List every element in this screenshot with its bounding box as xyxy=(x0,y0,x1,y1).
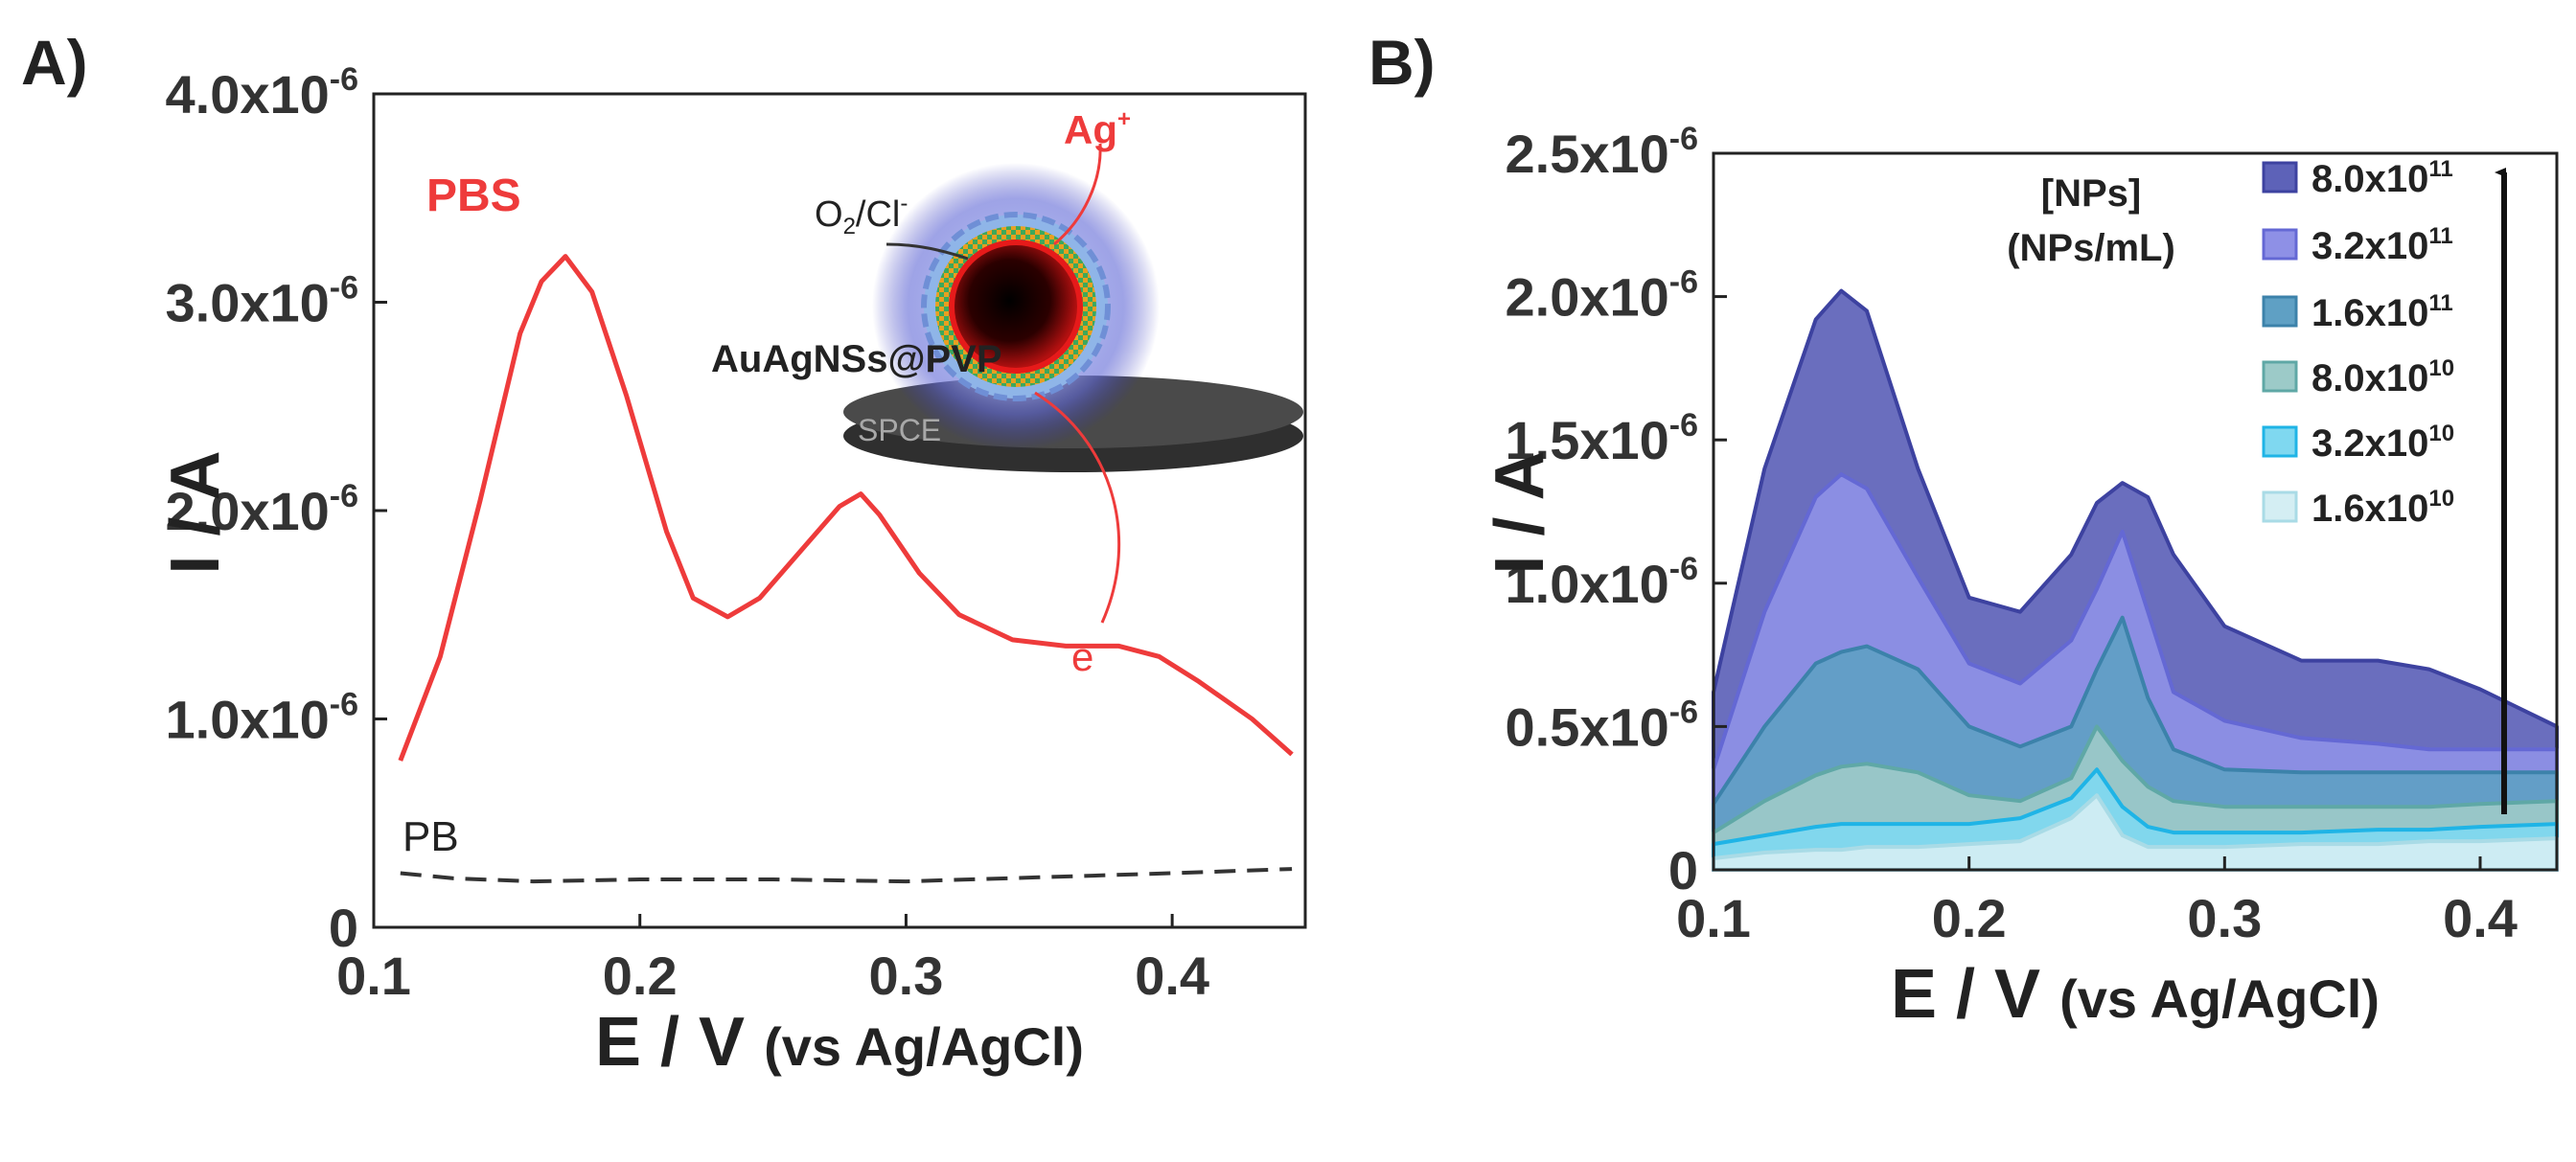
x-tick-label: 0.4 xyxy=(1135,946,1209,1006)
panel-b-y-axis-label: I / A xyxy=(1482,450,1558,574)
legend-swatch xyxy=(2262,161,2298,194)
series-line-pbs xyxy=(398,254,1294,762)
panel-b: B) 0 0.5x10-6 1.0x10-6 1.5x10-6 2.0x10-6 2.5x… xyxy=(1368,27,2559,1033)
legend-swatch xyxy=(2262,490,2298,523)
legend-label: 3.2x1010 xyxy=(2312,421,2454,465)
panel-a-letter: A) xyxy=(21,27,88,98)
electron-label: e- xyxy=(1071,633,1101,679)
pb-label: PB xyxy=(402,813,459,860)
electron-pointer-line xyxy=(1034,391,1121,624)
legend-label: 1.6x1010 xyxy=(2312,486,2454,530)
panel-b-y-ticks: 0 0.5x10-6 1.0x10-6 1.5x10-6 2.0x10-6 2.5x10-… xyxy=(1505,121,1727,900)
panel-b-area-series xyxy=(1712,288,2559,872)
legend-swatch xyxy=(2262,425,2298,458)
nanostructure-illustration: SPCE O2/Cl- Ag+ e- xyxy=(815,106,1303,679)
y-tick-label: 2.5x10-6 xyxy=(1505,121,1698,184)
nanostructure-label: AuAgNSs@PVP xyxy=(711,338,1002,380)
y-tick-label: 1.5x10-6 xyxy=(1505,407,1698,470)
legend: [NPs] (NPs/mL) 8.0x10113.2x10111.6x10118… xyxy=(2007,156,2507,814)
panel-a-series xyxy=(398,254,1294,884)
legend-swatch xyxy=(2262,295,2298,328)
panel-a-x-axis-label: E / V (vs Ag/AgCl) xyxy=(595,1004,1084,1081)
series-line-pb xyxy=(400,867,1293,884)
electrode-label: SPCE xyxy=(858,413,941,447)
x-tick-label: 0.2 xyxy=(1932,888,2007,948)
y-tick-label: 4.0x10-6 xyxy=(165,61,358,125)
legend-label: 1.6x1011 xyxy=(2312,290,2453,334)
y-tick-label: 0 xyxy=(1668,840,1698,900)
legend-label: 8.0x1011 xyxy=(2312,156,2453,200)
x-tick-label: 0.2 xyxy=(603,946,678,1006)
area-series-16x10-10 xyxy=(1712,793,2559,872)
panel-b-x-ticks: 0.1 0.2 0.3 0.4 xyxy=(1676,856,2518,948)
y-tick-label: 0 xyxy=(329,898,358,958)
legend-items: 8.0x1011 3.2x1011 1.6x1011 8.0x1010 3.2x1010… xyxy=(2262,156,2454,530)
panel-a-y-ticks: 0 1.0x10-6 2.0x10-6 3.0x10-6 4.0x10-6 xyxy=(165,61,387,958)
y-tick-label: 3.0x10-6 xyxy=(165,270,358,333)
panel-a-y-axis-label: I / A xyxy=(157,450,234,574)
pbs-label: PBS xyxy=(426,171,521,221)
legend-subtitle: (NPs/mL) xyxy=(2007,227,2175,269)
oxidant-pointer-line xyxy=(886,242,969,261)
panel-a-x-ticks: 0.1 0.2 0.3 0.4 xyxy=(336,914,1209,1006)
legend-label: 8.0x1010 xyxy=(2312,355,2454,399)
legend-swatch xyxy=(2262,360,2298,393)
y-tick-label: 1.0x10-6 xyxy=(165,687,358,750)
y-tick-label: 2.0x10-6 xyxy=(1505,264,1698,328)
x-tick-label: 0.3 xyxy=(868,946,943,1006)
ion-label: Ag+ xyxy=(1064,106,1131,152)
panel-b-plot-frame xyxy=(1712,151,2559,872)
x-tick-label: 0.4 xyxy=(2443,888,2518,948)
oxidant-label: O2/Cl- xyxy=(815,191,908,239)
legend-label: 3.2x1011 xyxy=(2312,223,2453,267)
panel-b-x-axis-label: E / V (vs Ag/AgCl) xyxy=(1891,956,2380,1033)
panel-b-letter: B) xyxy=(1368,27,1436,98)
x-tick-label: 0.1 xyxy=(336,946,411,1006)
legend-swatch xyxy=(2262,228,2298,261)
x-tick-label: 0.3 xyxy=(2187,888,2262,948)
panel-a: A) 0 1.0x10-6 2.0x10-6 3.0x10-6 4.0x10-6 0.1… xyxy=(21,27,1307,1081)
legend-title: [NPs] xyxy=(2041,172,2141,215)
y-tick-label: 1.0x10-6 xyxy=(1505,551,1698,614)
y-tick-label: 2.0x10-6 xyxy=(165,478,358,541)
gold-core xyxy=(954,245,1077,368)
ion-pointer-line xyxy=(1053,143,1102,246)
y-tick-label: 0.5x10-6 xyxy=(1505,694,1698,757)
x-tick-label: 0.1 xyxy=(1676,888,1751,948)
